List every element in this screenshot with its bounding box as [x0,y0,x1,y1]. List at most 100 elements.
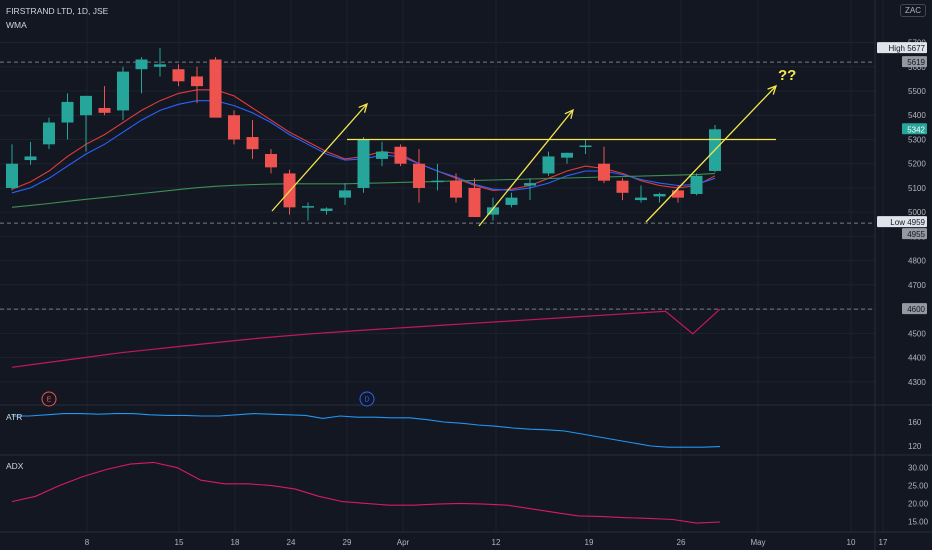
level-4600-tag-text: 4600 [907,305,925,314]
symbol-title[interactable]: FIRSTRAND LTD, 1D, JSE [6,6,109,16]
candle-body [117,71,129,111]
candle [690,173,703,196]
candle [468,178,481,218]
candle-body [320,208,333,211]
price-tick-label: 5400 [908,111,926,120]
candle [579,139,592,155]
atr-tick-label: 120 [908,442,922,451]
high-line-tag: 5619 [902,56,927,68]
candle-body [468,187,481,218]
trend-arrow-1 [271,103,368,212]
candle-body [413,163,425,188]
candle [6,144,18,191]
candle-body [209,59,222,118]
indicator-panes [11,413,721,524]
candle [542,151,555,176]
candles-layer [6,48,721,221]
level-4600-tag-bg [902,303,927,315]
candle [635,185,647,203]
candle-body [172,69,185,82]
candle [616,178,629,201]
candle-body [431,180,444,183]
date-tick-label: Apr [397,538,410,547]
date-tick-label: 12 [492,538,501,547]
price-tick-label: 4400 [908,354,926,363]
trend-arrow-2-head [564,108,574,119]
drawings-layer[interactable]: ?? E D [41,67,796,407]
candle [24,141,37,165]
candle [505,192,518,208]
candle [598,146,610,184]
adx-tick-label: 20.00 [908,499,929,508]
adx-label[interactable]: ADX [6,461,24,471]
candle [376,141,388,167]
candle-body [505,197,518,205]
dividend-event-marker [359,391,375,407]
candle [450,173,462,203]
candle-body [302,206,314,208]
date-tick-label: 24 [287,538,296,547]
candle [117,66,129,121]
candle [80,95,92,152]
long-ma-layer [11,308,721,368]
candle-body [191,76,203,87]
candle-body [376,151,388,159]
low-line-tag-bg [902,228,927,240]
low-line-tag: 4955 [902,228,927,240]
date-tick-label: 8 [85,538,90,547]
atr-line [12,413,721,448]
date-tick-label: 19 [585,538,594,547]
adx-line [11,461,721,524]
candle-body [524,183,536,186]
candle-body [672,190,684,198]
date-tick-label: May [750,538,765,547]
indicator-label[interactable]: WMA [6,20,27,30]
candle-body [394,146,407,164]
candle-body [24,156,37,161]
price-tick-label: 4300 [908,378,926,387]
candle [228,110,240,145]
candle-body [246,137,259,150]
low-line-tag-text: 4955 [907,230,925,239]
candle-body [6,163,18,188]
currency-badge[interactable]: ZAC [900,4,926,17]
long-ma-line [11,308,721,368]
candle [394,144,407,167]
price-tick-label: 5300 [908,135,926,144]
price-tick-label: 4700 [908,281,926,290]
candle [265,149,277,174]
candle [302,202,314,221]
high-tag: High 5677 [877,42,927,54]
candle [413,149,425,203]
price-tick-label: 5500 [908,87,926,96]
atr-tick-label: 160 [908,418,922,427]
candle [653,192,666,203]
price-tick-label: 5200 [908,160,926,169]
candle [172,64,185,87]
date-tick-label: 18 [231,538,240,547]
candle-body [61,101,74,123]
candle-body [598,163,610,181]
atr-label[interactable]: ATR [6,412,23,422]
candle [154,48,166,77]
candle-body [80,95,92,116]
candle-body [357,139,370,188]
candle [191,66,203,104]
trend-arrow-2 [478,109,574,227]
candle-body [265,154,277,168]
earnings-event-marker [41,391,57,407]
candle [61,93,74,140]
last-price-tag-bg [902,123,927,135]
candle [320,207,333,215]
candle-body [542,156,555,174]
low-tag: Low 4959 [877,216,927,228]
candle-body [228,115,240,140]
high-line-tag-text: 5619 [907,58,925,67]
date-tick-label: 17 [879,538,888,547]
high-tag-bg [877,42,927,54]
earnings-event-marker-text: E [47,397,52,404]
candle-body [487,207,499,215]
candle-body [616,180,629,193]
